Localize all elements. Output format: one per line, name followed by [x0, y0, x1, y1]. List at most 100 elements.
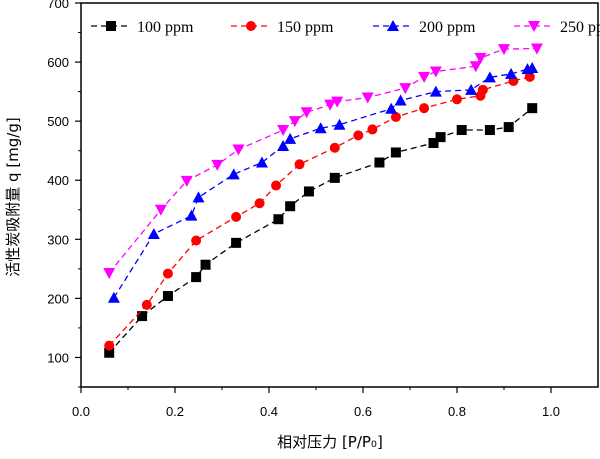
series-200-ppm [107, 61, 539, 303]
series-line [113, 67, 533, 299]
series-line [108, 47, 537, 274]
data-point [353, 130, 364, 141]
data-point [469, 61, 482, 73]
legend-label: 200 ppm [419, 19, 476, 36]
data-point [200, 259, 211, 270]
data-point [331, 96, 344, 108]
legend-marker-circle [246, 21, 256, 31]
series-group [103, 43, 543, 358]
series-150-ppm [104, 71, 535, 351]
data-point [429, 66, 442, 78]
y-tick-label: 200 [47, 291, 69, 306]
data-point [385, 102, 398, 114]
data-point [361, 92, 374, 104]
data-point [435, 132, 446, 143]
data-point [294, 159, 305, 170]
data-point [284, 132, 297, 144]
series-100-ppm [104, 103, 538, 358]
data-point [141, 299, 152, 310]
data-point [137, 311, 148, 322]
data-point [477, 84, 488, 95]
series-line [108, 107, 533, 354]
data-point [300, 107, 313, 119]
data-point [162, 268, 173, 279]
data-point [530, 43, 543, 55]
data-point [271, 180, 282, 191]
data-point [104, 340, 115, 351]
x-tick-label: 0.6 [354, 404, 372, 419]
x-tick-label: 0.0 [72, 404, 90, 419]
data-point [374, 157, 385, 168]
data-point [227, 168, 240, 180]
data-point [103, 267, 116, 279]
legend: 100 ppm 150 ppm 200 ppm 250 ppm [91, 19, 600, 36]
x-tick-label: 0.2 [166, 404, 184, 419]
data-point [498, 44, 510, 56]
data-point [147, 227, 160, 239]
y-tick-label: 700 [47, 0, 69, 11]
data-point [231, 237, 242, 248]
data-point [484, 125, 495, 136]
y-tick-label: 300 [47, 232, 69, 247]
data-point [254, 198, 265, 209]
data-point [288, 116, 301, 128]
data-point [232, 144, 245, 156]
data-point [456, 125, 467, 136]
y-tick-label: 400 [47, 173, 69, 188]
data-point [191, 272, 202, 283]
legend-marker-square [106, 21, 116, 31]
data-point [329, 142, 340, 153]
data-point [524, 71, 535, 82]
data-point [390, 112, 401, 123]
data-point [211, 159, 224, 171]
data-point [418, 71, 431, 83]
data-point [324, 99, 337, 111]
series-250-ppm [103, 43, 543, 279]
data-point [273, 214, 284, 225]
data-point [419, 103, 430, 114]
data-point [526, 61, 539, 73]
x-axis-label: 相对压力 [P/P₀] [277, 433, 383, 451]
data-point [503, 122, 514, 133]
data-point [104, 347, 115, 358]
legend-marker-triangle-up [387, 20, 399, 31]
data-point [107, 291, 120, 303]
y-axis-label: 活性炭吸附量 q [mg/g] [4, 117, 22, 276]
data-point [367, 124, 378, 135]
data-point [255, 156, 268, 168]
y-tick-label: 100 [47, 350, 69, 365]
data-point [231, 211, 242, 222]
data-point [191, 235, 202, 246]
data-point [154, 204, 167, 216]
data-point [390, 147, 401, 158]
series-line [108, 76, 531, 347]
data-point [399, 83, 412, 95]
data-point [185, 209, 198, 221]
data-point [474, 52, 487, 64]
data-point [505, 67, 518, 79]
data-point [162, 291, 173, 302]
x-tick-label: 0.8 [448, 404, 466, 419]
legend-label: 150 ppm [277, 19, 334, 36]
y-tick-label: 500 [47, 114, 69, 129]
legend-label: 250 ppm [560, 19, 600, 36]
data-point [314, 122, 327, 134]
data-point [527, 103, 538, 114]
data-point [428, 138, 439, 149]
plot-frame [80, 2, 599, 388]
data-point [277, 139, 290, 151]
data-point [329, 172, 340, 183]
y-tick-label: 600 [47, 55, 69, 70]
data-point [277, 125, 290, 137]
legend-marker-triangle-down [528, 21, 540, 32]
data-point [394, 94, 407, 106]
data-point [483, 71, 496, 83]
data-point [465, 83, 478, 95]
axes: 0.0 0.2 0.4 0.6 0.8 1.0 100 200 300 400 500 600 700 [47, 0, 599, 419]
data-point [285, 201, 296, 212]
data-point [429, 85, 442, 97]
data-point [452, 94, 462, 105]
data-point [180, 175, 193, 187]
x-tick-label: 0.4 [260, 404, 278, 419]
